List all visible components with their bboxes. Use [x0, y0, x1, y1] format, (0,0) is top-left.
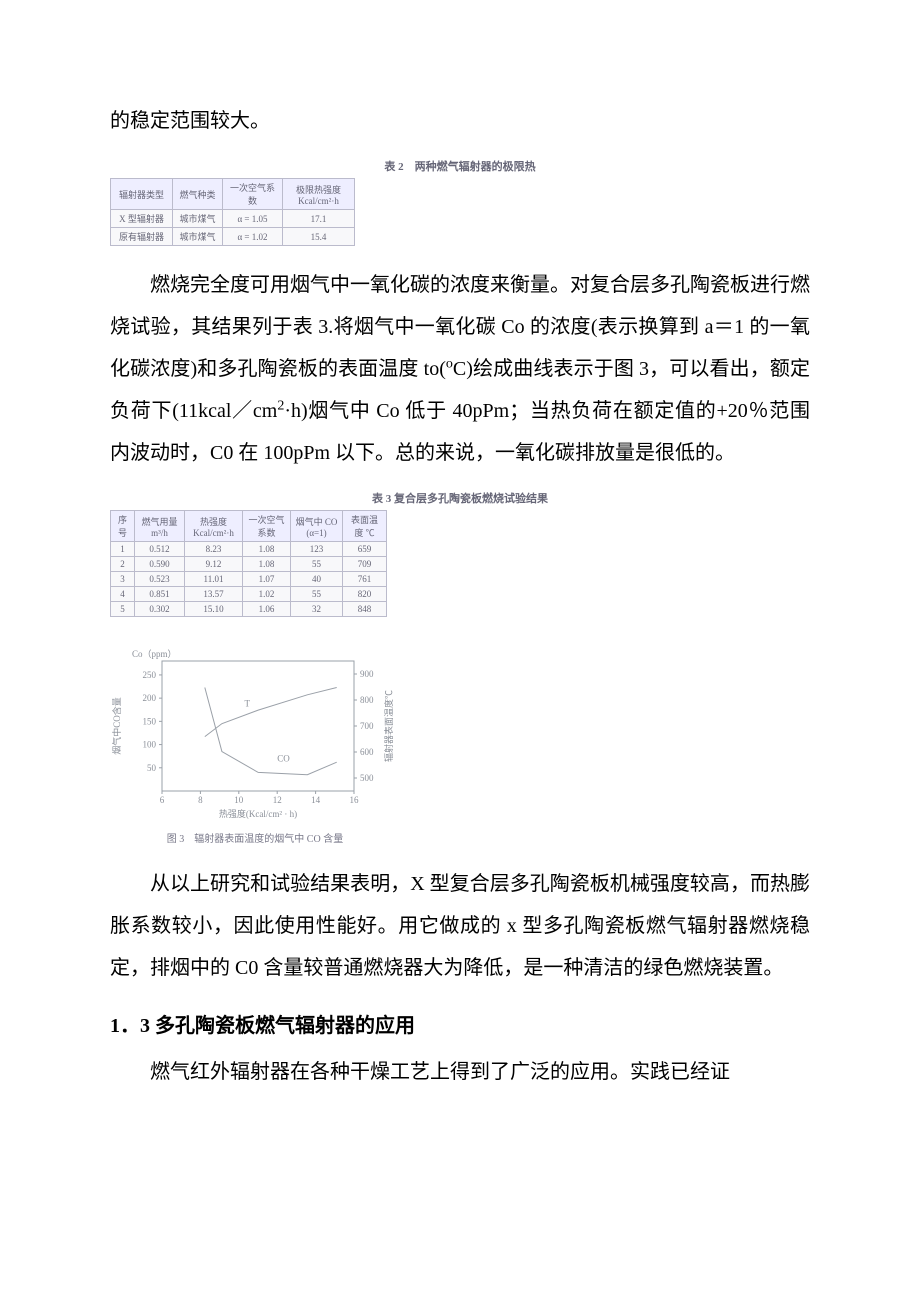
table-header-cell: 极限热强度 Kcal/cm²·h: [283, 179, 355, 210]
table-row: 20.5909.121.0855709: [111, 557, 387, 572]
table-cell: 848: [343, 602, 387, 617]
svg-text:250: 250: [143, 670, 157, 680]
svg-text:16: 16: [350, 795, 360, 805]
table-cell: 0.523: [135, 572, 185, 587]
table-cell: 32: [291, 602, 343, 617]
table-cell: 0.851: [135, 587, 185, 602]
table-cell: 659: [343, 542, 387, 557]
table-header-cell: 燃气种类: [173, 179, 223, 210]
section-heading: 1．3 多孔陶瓷板燃气辐射器的应用: [110, 1005, 810, 1047]
table-cell: 9.12: [185, 557, 243, 572]
table-cell: 55: [291, 587, 343, 602]
table-cell: 3: [111, 572, 135, 587]
table-header-cell: 一次空气系数: [223, 179, 283, 210]
table-cell: 1.02: [243, 587, 291, 602]
table-header-cell: 烟气中 CO (α=1): [291, 511, 343, 542]
table-3-caption: 表 3 复合层多孔陶瓷板燃烧试验结果: [110, 490, 810, 506]
body-text: 燃烧完全度可用烟气中一氧化碳的浓度来衡量。对复合层多孔陶瓷板进行燃烧试验，其结果…: [110, 264, 810, 474]
table-2: 辐射器类型燃气种类一次空气系数极限热强度 Kcal/cm²·hX 型辐射器城市煤…: [110, 178, 355, 246]
svg-text:10: 10: [234, 795, 244, 805]
table-cell: 11.01: [185, 572, 243, 587]
body-text: 的稳定范围较大。: [110, 100, 810, 142]
svg-text:800: 800: [360, 695, 374, 705]
table-cell: 8.23: [185, 542, 243, 557]
table-header-cell: 辐射器类型: [111, 179, 173, 210]
svg-text:8: 8: [198, 795, 203, 805]
table-cell: 1.07: [243, 572, 291, 587]
table-3-wrap: 表 3 复合层多孔陶瓷板燃烧试验结果 序号燃气用量 m³/h热强度 Kcal/c…: [110, 490, 810, 617]
svg-text:12: 12: [273, 795, 282, 805]
table-cell: 城市煤气: [173, 228, 223, 246]
table-cell: X 型辐射器: [111, 210, 173, 228]
table-2-wrap: 表 2 两种燃气辐射器的极限热 辐射器类型燃气种类一次空气系数极限热强度 Kca…: [110, 158, 810, 246]
svg-text:14: 14: [311, 795, 321, 805]
table-cell: 5: [111, 602, 135, 617]
figure-3-wrap: 6 8 10 12 14 16 热强度(Kcal/cm² · h) 50 100 150 200 25…: [110, 643, 810, 845]
svg-text:热强度(Kcal/cm² · h): 热强度(Kcal/cm² · h): [219, 808, 297, 819]
table-cell: 原有辐射器: [111, 228, 173, 246]
table-cell: 2: [111, 557, 135, 572]
svg-text:T: T: [245, 698, 251, 708]
table-cell: 城市煤气: [173, 210, 223, 228]
svg-text:100: 100: [143, 740, 157, 750]
table-row: 30.52311.011.0740761: [111, 572, 387, 587]
table-3: 序号燃气用量 m³/h热强度 Kcal/cm²·h一次空气系数烟气中 CO (α…: [110, 510, 387, 617]
svg-text:200: 200: [143, 693, 157, 703]
table-cell: 1.08: [243, 557, 291, 572]
table-header-cell: 热强度 Kcal/cm²·h: [185, 511, 243, 542]
table-cell: 0.590: [135, 557, 185, 572]
svg-text:150: 150: [143, 716, 157, 726]
svg-text:600: 600: [360, 747, 374, 757]
table-cell: 15.10: [185, 602, 243, 617]
table-cell: 761: [343, 572, 387, 587]
body-text: 燃气红外辐射器在各种干燥工艺上得到了广泛的应用。实践已经证: [110, 1051, 810, 1093]
table-cell: 123: [291, 542, 343, 557]
table-cell: 1: [111, 542, 135, 557]
table-cell: 4: [111, 587, 135, 602]
table-cell: 1.06: [243, 602, 291, 617]
table-cell: 0.512: [135, 542, 185, 557]
table-row: 10.5128.231.08123659: [111, 542, 387, 557]
table-cell: 13.57: [185, 587, 243, 602]
table-cell: 0.302: [135, 602, 185, 617]
table-cell: 15.4: [283, 228, 355, 246]
svg-text:500: 500: [360, 773, 374, 783]
table-cell: 709: [343, 557, 387, 572]
figure-3-chart: 6 8 10 12 14 16 热强度(Kcal/cm² · h) 50 100 150 200 25…: [110, 643, 400, 823]
superscript-degree: o: [446, 356, 453, 371]
table-header-cell: 序号: [111, 511, 135, 542]
body-text: 从以上研究和试验结果表明，X 型复合层多孔陶瓷板机械强度较高，而热膨胀系数较小，…: [110, 863, 810, 989]
svg-text:50: 50: [147, 763, 157, 773]
table-cell: 820: [343, 587, 387, 602]
svg-text:Co（ppm）: Co（ppm）: [132, 649, 177, 659]
svg-text:900: 900: [360, 669, 374, 679]
table-cell: 1.08: [243, 542, 291, 557]
svg-text:6: 6: [160, 795, 165, 805]
table-row: X 型辐射器城市煤气α = 1.0517.1: [111, 210, 355, 228]
svg-text:CO: CO: [277, 753, 290, 763]
table-cell: 40: [291, 572, 343, 587]
table-header-cell: 表面温度 ℃: [343, 511, 387, 542]
table-cell: α = 1.02: [223, 228, 283, 246]
table-header-cell: 燃气用量 m³/h: [135, 511, 185, 542]
svg-text:烟气中CO含量: 烟气中CO含量: [111, 697, 122, 755]
figure-3-caption: 图 3 辐射器表面温度的烟气中 CO 含量: [110, 830, 400, 845]
table-row: 50.30215.101.0632848: [111, 602, 387, 617]
table-cell: 55: [291, 557, 343, 572]
table-cell: α = 1.05: [223, 210, 283, 228]
table-row: 40.85113.571.0255820: [111, 587, 387, 602]
svg-text:辐射器表面温度℃: 辐射器表面温度℃: [383, 690, 394, 762]
table-header-cell: 一次空气系数: [243, 511, 291, 542]
table-cell: 17.1: [283, 210, 355, 228]
table-row: 原有辐射器城市煤气α = 1.0215.4: [111, 228, 355, 246]
svg-text:700: 700: [360, 721, 374, 731]
table-2-caption: 表 2 两种燃气辐射器的极限热: [110, 158, 810, 174]
